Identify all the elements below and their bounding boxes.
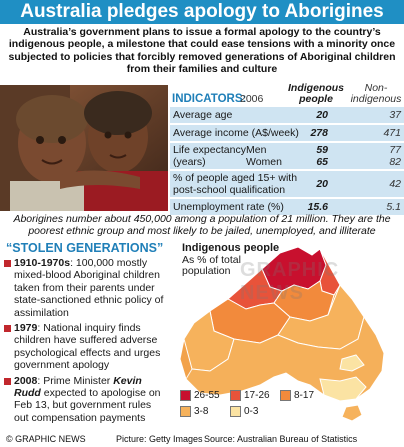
indigenous-value: 15.6 [307, 201, 328, 213]
legend-label: 17-26 [244, 390, 270, 401]
indicators-title: INDICATORS: [172, 93, 247, 105]
children-photo [0, 85, 168, 211]
watermark: GRAPHIC NEWS [240, 259, 340, 304]
event-text: expected to apologise on Feb 13, but gov… [14, 387, 161, 424]
legend-swatch [180, 406, 191, 417]
row-sublabel-men: Men [246, 144, 267, 156]
row-sublabel-women: Women [246, 156, 282, 168]
table-row: Life expectancy (years) Men Women 59 65 … [170, 143, 404, 169]
population-note: Aborigines number about 450,000 among a … [13, 213, 391, 238]
row-label: Life expectancy (years) [173, 144, 246, 168]
row-label: Average age [173, 109, 233, 121]
copyright-credit: © GRAPHIC NEWS [6, 434, 86, 444]
non-indigenous-value: 77 [389, 144, 401, 156]
col-indigenous-header: Indigenous people [288, 82, 344, 105]
event-text: : 100,000 mostly mixed-blood Aboriginal … [14, 257, 164, 319]
legend-swatch [230, 406, 241, 417]
prime-minister-name: Kevin Rudd [14, 374, 142, 400]
indigenous-value: 65 [316, 156, 328, 168]
row-label: Average income (A$/week) [173, 127, 299, 139]
non-indigenous-value: 37 [389, 109, 401, 121]
legend-swatch [230, 390, 241, 401]
indigenous-value: 20 [316, 178, 328, 190]
source-credit: Source: Australian Bureau of Statistics [204, 434, 358, 444]
event-year: 1979 [14, 322, 38, 335]
row-label: Unemployment rate (%) [173, 201, 284, 213]
table-row: Average age 20 37 [170, 107, 404, 123]
legend-label: 0-3 [244, 406, 259, 417]
timeline-event: 1910-1970s: 100,000 mostly mixed-blood A… [0, 257, 168, 319]
legend-label: 26-55 [194, 390, 220, 401]
legend-label: 8-17 [294, 390, 315, 401]
table-row: Unemployment rate (%) 15.6 5.1 [170, 199, 404, 215]
timeline-event: 2008: Prime Minister Kevin Rudd expected… [0, 375, 168, 425]
row-label: % of people aged 15+ with post-school qu… [173, 172, 298, 196]
headline: Australia pledges apology to Aborigines [0, 0, 404, 24]
indigenous-value: 278 [310, 127, 328, 139]
non-indigenous-value: 471 [383, 127, 401, 139]
indigenous-value: 59 [316, 144, 328, 156]
map-title: Indigenous people [182, 242, 280, 254]
col-non-indigenous-header: Non-indigenous [350, 82, 402, 105]
bullet-square-icon [4, 377, 11, 385]
non-indigenous-value: 82 [389, 156, 401, 168]
event-text: : National inquiry finds children have s… [14, 322, 161, 372]
indicators-year: 2006 [240, 93, 264, 105]
bullet-square-icon [4, 325, 11, 333]
legend-swatch [280, 390, 291, 401]
event-year: 1910-1970s [14, 257, 71, 269]
table-row: % of people aged 15+ with post-school qu… [170, 171, 404, 197]
event-text-pre: : Prime Minister [37, 374, 114, 387]
intro-text: Australia’s government plans to issue a … [8, 26, 396, 76]
event-year: 2008 [14, 374, 38, 387]
stolen-generations-section: “STOLEN GENERATIONS” 1910-1970s: 100,000… [0, 239, 168, 427]
legend-label: 3-8 [194, 406, 209, 417]
legend-swatch [180, 390, 191, 401]
australia-map-graphic [179, 246, 385, 422]
non-indigenous-value: 42 [389, 178, 401, 190]
non-indigenous-value: 5.1 [386, 201, 401, 213]
australia-map: Indigenous people As % of total populati… [170, 239, 404, 425]
table-row: Average income (A$/week) 278 471 [170, 125, 404, 141]
indicators-table: INDICATORS: 2006 Indigenous people Non-i… [170, 82, 404, 215]
picture-credit: Picture: Getty Images [116, 434, 203, 444]
indigenous-value: 20 [316, 109, 328, 121]
timeline-event: 1979: National inquiry finds children ha… [0, 322, 168, 372]
footer: © GRAPHIC NEWS Picture: Getty Images Sou… [0, 431, 404, 447]
map-subtitle: As % of total population [182, 254, 241, 277]
stolen-generations-title: “STOLEN GENERATIONS” [6, 241, 164, 255]
bullet-square-icon [4, 260, 11, 267]
